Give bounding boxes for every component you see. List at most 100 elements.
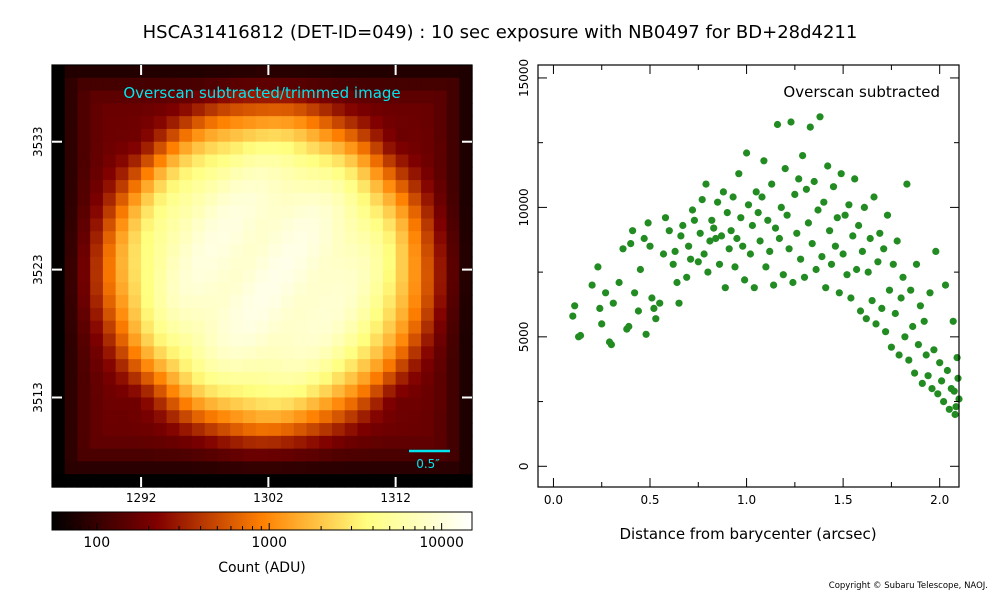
scatter-axes: 0.0 0.5 1.0 1.5 2.0 0 5000 10000 15000 — [517, 59, 959, 507]
heatmap-cell — [332, 423, 346, 437]
heatmap-cell — [179, 461, 193, 475]
heatmap-cell — [90, 231, 104, 245]
heatmap-cell — [433, 320, 448, 335]
heatmap-cell — [64, 269, 79, 283]
heatmap-cell — [395, 141, 409, 156]
heatmap-cell — [166, 397, 180, 411]
scatter-point — [770, 281, 778, 289]
heatmap-cell — [90, 333, 104, 347]
heatmap-cell — [293, 205, 308, 220]
scatter-point — [675, 299, 683, 307]
heatmap-cell — [242, 103, 257, 117]
heatmap-cell — [64, 65, 79, 79]
heatmap-cell — [408, 244, 422, 258]
heatmap-cell — [102, 192, 117, 207]
heatmap-cell — [179, 231, 193, 245]
scatter-point — [841, 211, 849, 219]
heatmap-cell — [102, 295, 117, 309]
heatmap-cell — [153, 192, 168, 207]
heatmap-cell — [382, 256, 397, 271]
heatmap-cell — [421, 256, 435, 271]
heatmap-cell — [230, 205, 244, 220]
heatmap-cell — [179, 320, 193, 335]
heatmap-cell — [421, 384, 435, 399]
heatmap-cell — [166, 410, 180, 424]
heatmap-cell — [370, 167, 384, 181]
heatmap-cell — [230, 423, 244, 437]
heatmap-cell — [115, 295, 129, 309]
heatmap-cell — [230, 448, 244, 463]
scatter-ytick-label: 15000 — [517, 59, 531, 97]
heatmap-cell — [332, 141, 346, 156]
heatmap-cell — [433, 103, 448, 117]
heatmap-cell — [128, 65, 142, 79]
scatter-point — [644, 219, 652, 227]
heatmap-cell — [433, 77, 448, 92]
heatmap-cell — [64, 128, 79, 143]
heatmap-cell — [332, 128, 346, 143]
heatmap-cell — [332, 116, 346, 130]
heatmap-cell — [344, 307, 359, 322]
heatmap-cell — [230, 410, 244, 424]
heatmap-cell — [293, 244, 308, 258]
heatmap-cell — [395, 333, 409, 347]
scatter-point — [893, 237, 901, 245]
heatmap-cell — [77, 435, 91, 450]
heatmap-cell — [128, 154, 142, 168]
scatter-annotation: Overscan subtracted — [783, 83, 940, 101]
heatmap-cell — [421, 141, 435, 156]
heatmap-cell — [230, 244, 244, 258]
heatmap-cell — [242, 141, 257, 156]
heatmap-cell — [446, 423, 460, 437]
heatmap-cell — [102, 167, 117, 181]
heatmap-cell — [370, 77, 384, 92]
heatmap-cell — [179, 192, 193, 207]
heatmap-cell — [128, 359, 142, 373]
heatmap-cell — [102, 359, 117, 373]
heatmap-cell — [370, 371, 384, 386]
heatmap-cell — [268, 423, 282, 437]
heatmap-cell — [128, 269, 142, 283]
heatmap-cell — [446, 77, 460, 92]
heatmap-cell — [64, 244, 79, 258]
heatmap-cell — [382, 371, 397, 386]
heatmap-cell — [255, 448, 269, 463]
heatmap-cell — [77, 410, 91, 424]
heatmap-cell — [230, 384, 244, 399]
heatmap-cell — [242, 282, 257, 296]
heatmap-cell — [281, 192, 295, 207]
heatmap-cell — [115, 167, 129, 181]
heatmap-cell — [306, 474, 320, 488]
heatmap-cell — [128, 180, 142, 194]
heatmap-cell — [370, 410, 384, 424]
heatmap-cell — [77, 218, 91, 232]
scatter-point — [646, 242, 654, 250]
scatter-point — [926, 289, 934, 297]
scatter-point — [930, 346, 938, 354]
scatter-point — [717, 232, 726, 240]
scatter-point — [756, 237, 764, 245]
heatmap-cell — [64, 77, 79, 92]
heatmap-cell — [192, 410, 206, 424]
heatmap-cell — [306, 256, 320, 271]
heatmap-cell — [319, 423, 333, 437]
heatmap-cell — [128, 90, 142, 104]
heatmap-cell — [166, 384, 180, 399]
heatmap-cell — [370, 269, 384, 283]
scatter-point — [800, 273, 809, 281]
heatmap-cell — [268, 448, 282, 463]
heatmap-cell — [408, 192, 422, 207]
heatmap-cell — [204, 77, 219, 92]
heatmap-cell — [281, 295, 295, 309]
heatmap-cell — [90, 307, 104, 322]
heatmap-cell — [281, 218, 295, 232]
heatmap-cell — [115, 244, 129, 258]
heatmap-cell — [408, 371, 422, 386]
heatmap-cell — [52, 65, 66, 79]
figure-title: HSCA31416812 (DET-ID=049) : 10 sec expos… — [142, 22, 858, 43]
heatmap-cell — [204, 461, 219, 475]
heatmap-cell — [64, 154, 79, 168]
heatmap-cell — [370, 320, 384, 335]
heatmap-cell — [64, 333, 79, 347]
heatmap-cell — [408, 320, 422, 335]
